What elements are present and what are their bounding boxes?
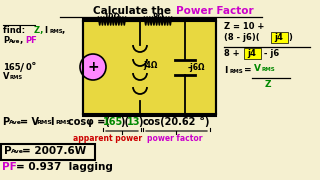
Text: (8 - j6)(: (8 - j6)( bbox=[224, 33, 260, 42]
Text: Z = 10 +: Z = 10 + bbox=[224, 22, 264, 31]
Text: cosφ =(: cosφ =( bbox=[68, 117, 110, 127]
Text: /: / bbox=[20, 63, 24, 73]
FancyBboxPatch shape bbox=[83, 19, 216, 116]
Text: 8 +: 8 + bbox=[224, 49, 243, 58]
Text: ): ) bbox=[138, 117, 142, 127]
Text: ,: , bbox=[20, 36, 26, 45]
Text: RMS: RMS bbox=[55, 120, 71, 125]
Text: I: I bbox=[50, 117, 53, 127]
Text: j4: j4 bbox=[248, 49, 256, 58]
Text: +: + bbox=[87, 60, 99, 74]
Text: RMS: RMS bbox=[230, 69, 244, 74]
Text: 10Ω: 10Ω bbox=[103, 13, 121, 22]
Text: = 0.937  lagging: = 0.937 lagging bbox=[16, 162, 113, 172]
Text: PF: PF bbox=[2, 162, 17, 172]
Text: RMS: RMS bbox=[9, 75, 22, 80]
Text: -j6Ω: -j6Ω bbox=[188, 62, 205, 71]
Text: P: P bbox=[2, 117, 9, 127]
Text: 165: 165 bbox=[3, 63, 20, 72]
Text: Ave: Ave bbox=[11, 149, 24, 154]
Text: 165: 165 bbox=[103, 117, 123, 127]
Text: V: V bbox=[3, 72, 10, 81]
Text: - j6: - j6 bbox=[261, 49, 279, 58]
Text: = V: = V bbox=[20, 117, 39, 127]
Text: o: o bbox=[32, 61, 36, 66]
Text: 13: 13 bbox=[127, 117, 140, 127]
Text: power factor: power factor bbox=[147, 134, 203, 143]
Text: P: P bbox=[3, 36, 9, 45]
Text: apparent power: apparent power bbox=[73, 134, 143, 143]
Text: ): ) bbox=[204, 117, 209, 127]
Text: RMS: RMS bbox=[49, 29, 63, 34]
Text: ): ) bbox=[288, 33, 292, 42]
Text: =: = bbox=[244, 66, 252, 75]
Text: 8Ω: 8Ω bbox=[152, 13, 164, 22]
Text: Z,: Z, bbox=[34, 26, 46, 35]
Text: 0: 0 bbox=[26, 63, 32, 72]
Circle shape bbox=[80, 54, 106, 80]
Text: I: I bbox=[44, 26, 47, 35]
Text: cos(20.62: cos(20.62 bbox=[143, 117, 196, 127]
Text: find:: find: bbox=[3, 26, 28, 35]
FancyBboxPatch shape bbox=[270, 31, 287, 42]
Text: ,: , bbox=[62, 26, 65, 35]
Text: Z: Z bbox=[265, 80, 271, 89]
Text: Calculate the: Calculate the bbox=[93, 6, 175, 16]
Text: V: V bbox=[254, 64, 261, 73]
FancyBboxPatch shape bbox=[1, 143, 94, 159]
Text: j4Ω: j4Ω bbox=[143, 60, 157, 69]
Text: PF: PF bbox=[25, 36, 37, 45]
FancyBboxPatch shape bbox=[244, 48, 260, 58]
Text: RMS: RMS bbox=[36, 120, 52, 125]
Text: Ave: Ave bbox=[9, 120, 22, 125]
Text: Power Factor: Power Factor bbox=[176, 6, 254, 16]
Text: )(: )( bbox=[120, 117, 129, 127]
Text: RMS: RMS bbox=[261, 67, 275, 72]
Text: j4: j4 bbox=[275, 33, 284, 42]
Text: = 2007.6W: = 2007.6W bbox=[22, 146, 86, 156]
Text: o: o bbox=[200, 116, 204, 121]
Text: Ave: Ave bbox=[9, 39, 20, 44]
Text: P: P bbox=[4, 146, 12, 156]
Text: I: I bbox=[224, 66, 228, 75]
